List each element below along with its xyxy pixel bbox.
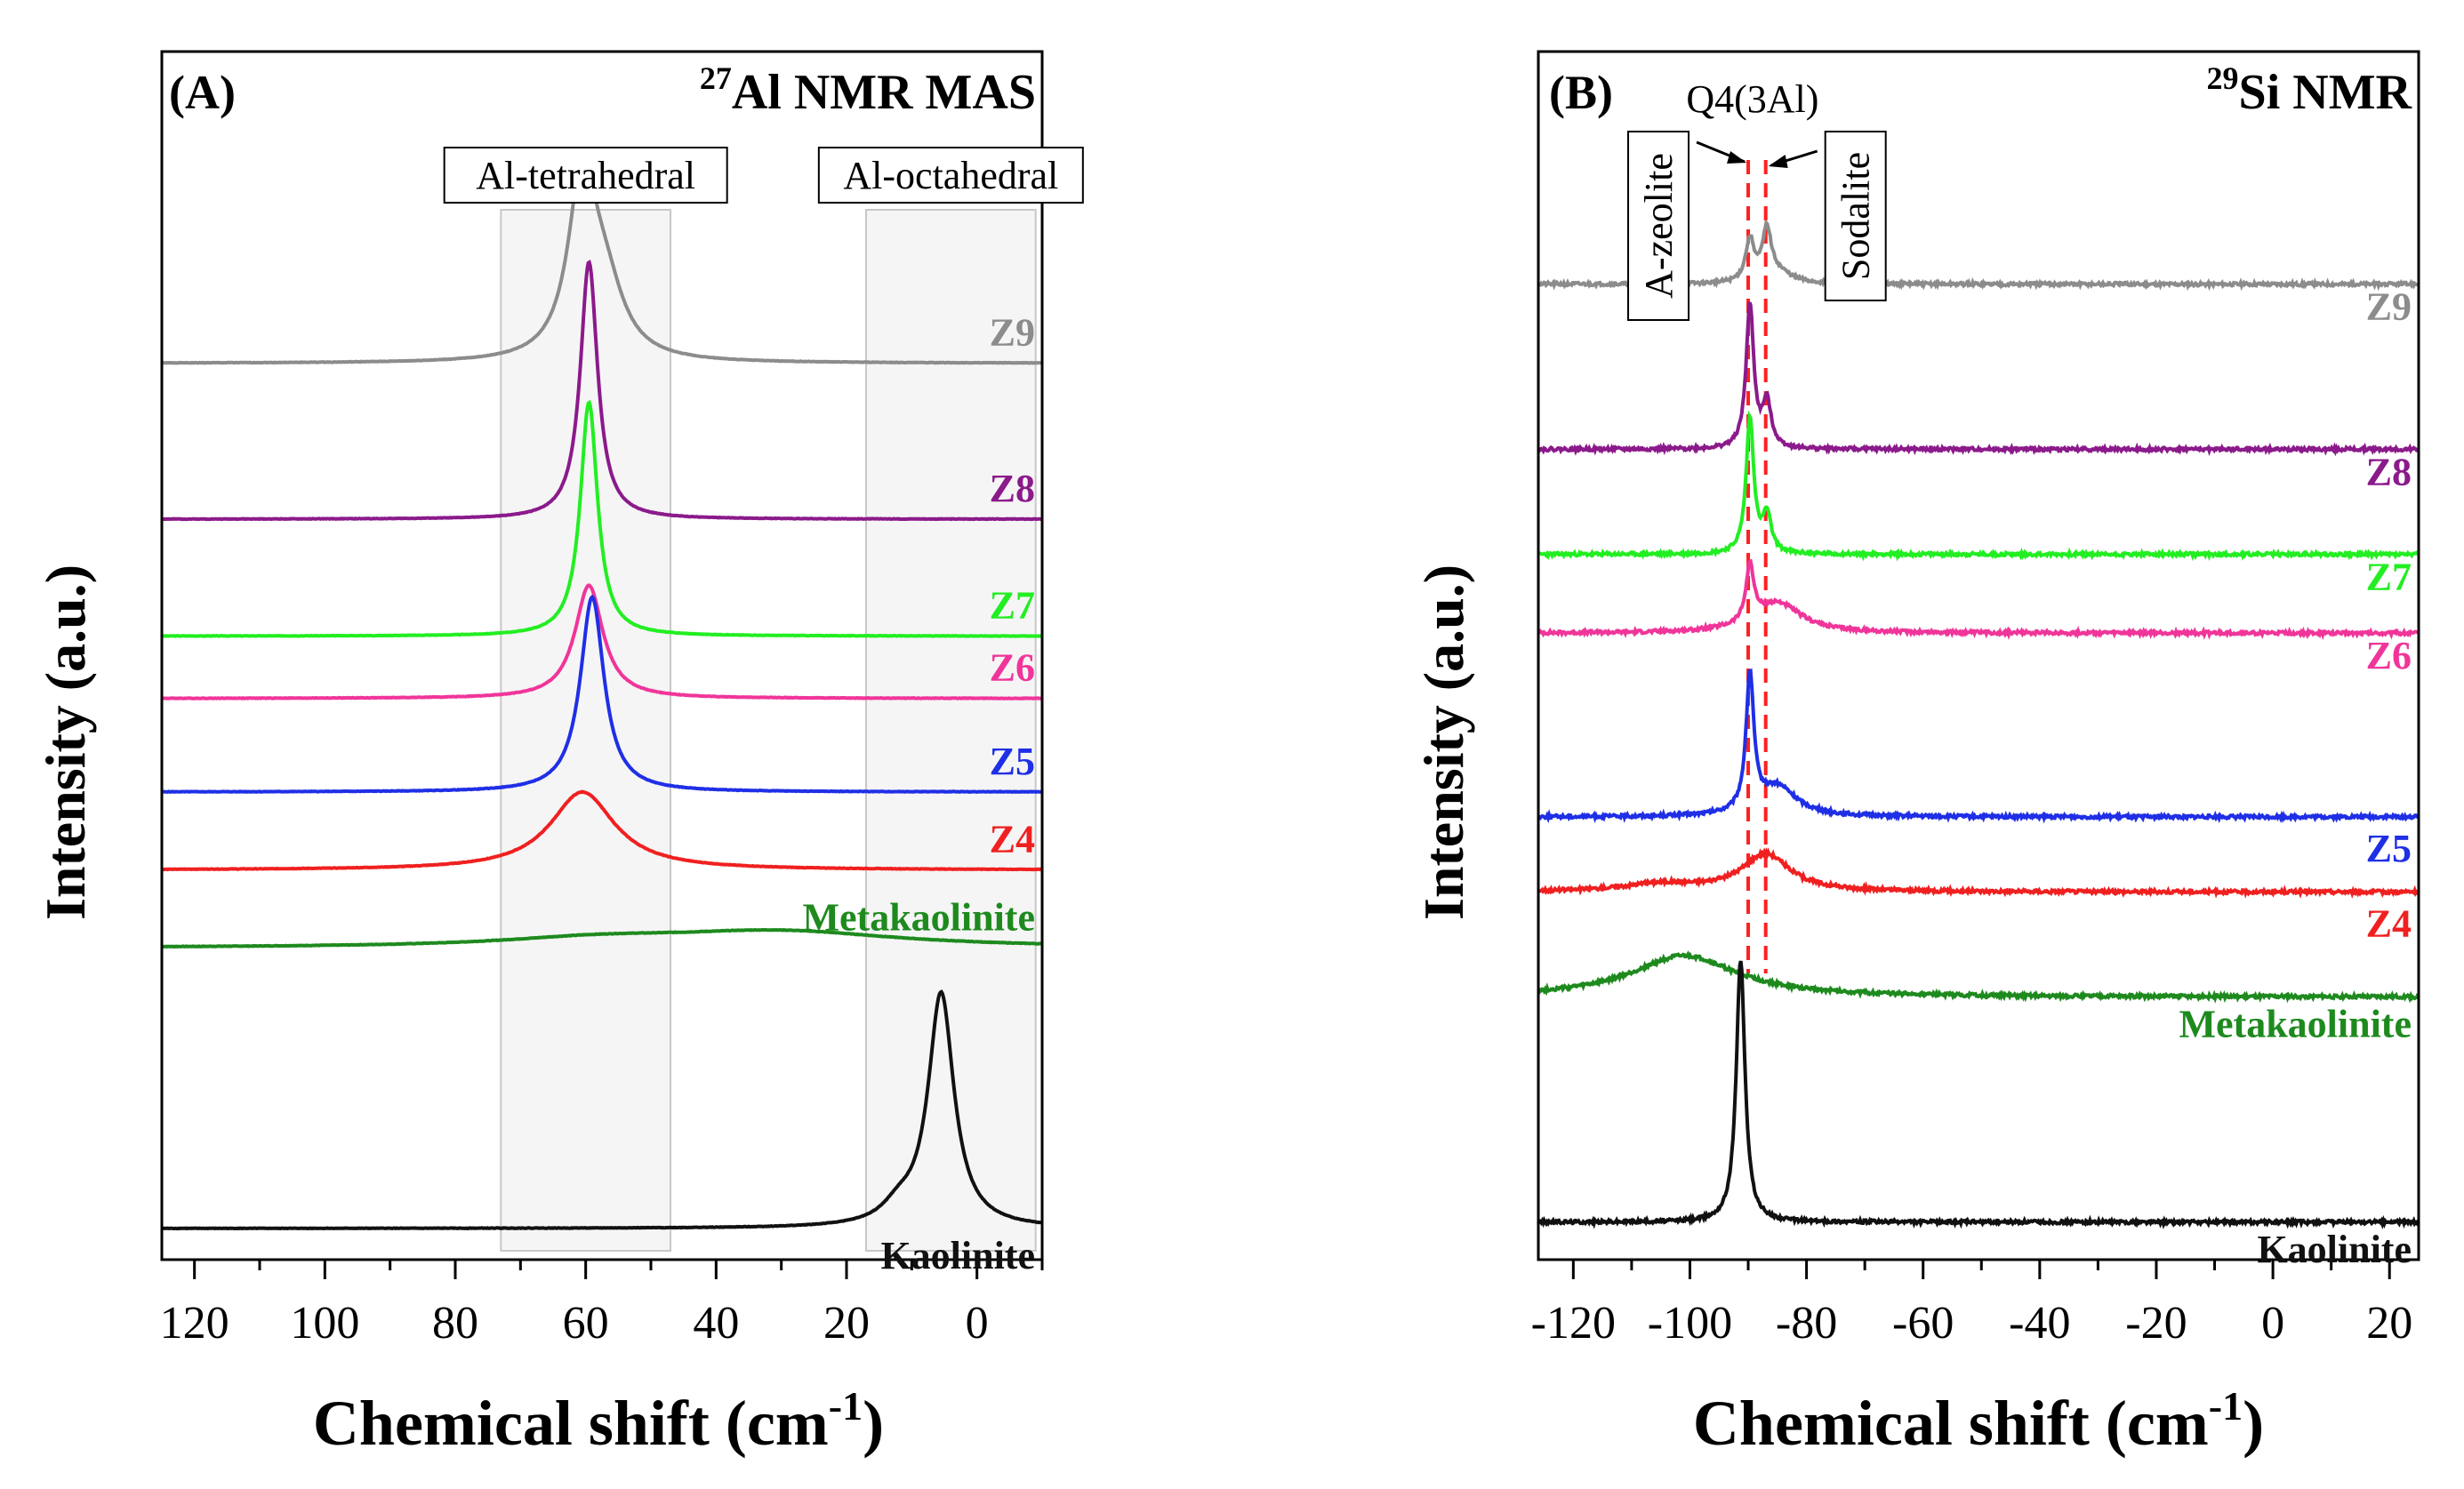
series-line-z4 xyxy=(1537,847,2420,899)
panel-b: -120 -100 -80 -60 -40 -20 0 20 Z9 Z8 Z7 Z6 Z5 Z4 Meta… xyxy=(1412,50,2420,1459)
x-tick-label: -100 xyxy=(1648,1298,1732,1349)
panel-b-annotations: A-zeolite Sodalite Q4(3Al) xyxy=(1627,77,1887,321)
a-zeolite-label: A-zeolite xyxy=(1637,153,1681,299)
panel-b-y-axis-title: Intensity (a.u.) xyxy=(1412,564,1475,920)
x-tick-label: -120 xyxy=(1531,1298,1616,1349)
panel-a-x-ticks: 120 100 80 60 40 20 0 xyxy=(160,1260,1044,1349)
series-label-kaolinite: Kaolinite xyxy=(2257,1228,2412,1271)
series-line-kaolinite xyxy=(161,989,1042,1231)
x-tick-label: -60 xyxy=(1892,1298,1954,1349)
series-label-z6: Z6 xyxy=(2366,634,2412,677)
panel-a-plot-frame xyxy=(160,50,1044,1261)
q4-3al-label: Q4(3Al) xyxy=(1686,77,1818,121)
series-line-z8 xyxy=(1537,301,2420,457)
sodalite-label: Sodalite xyxy=(1834,152,1878,280)
x-tick-label: 0 xyxy=(966,1298,989,1349)
x-tick-label: 0 xyxy=(2261,1298,2284,1349)
x-tick-label: 40 xyxy=(693,1298,739,1349)
panel-b-series-labels: Z9 Z8 Z7 Z6 Z5 Z4 Metakaolinite Kaolinite xyxy=(2179,285,2412,1271)
series-line-z5 xyxy=(161,594,1043,794)
panel-b-plot-frame xyxy=(1537,50,2420,1261)
panel-b-tag: (B) xyxy=(1549,66,1613,119)
series-line-z4 xyxy=(161,789,1043,872)
panel-b-x-ticks: -120 -100 -80 -60 -40 -20 0 20 xyxy=(1531,1260,2412,1349)
series-label-z8: Z8 xyxy=(2366,450,2412,493)
panel-b-series xyxy=(1537,219,2420,1230)
series-label-z4: Z4 xyxy=(990,818,1035,861)
panel-a-title: 27Al NMR MAS xyxy=(700,60,1036,120)
series-line-z9 xyxy=(161,149,1043,365)
arrowhead-a-zeolite xyxy=(1727,151,1747,164)
series-line-z7 xyxy=(161,399,1043,638)
region-box xyxy=(500,209,671,1252)
x-tick-label: 20 xyxy=(2366,1298,2412,1349)
series-label-z7: Z7 xyxy=(2366,556,2412,599)
panel-b-x-axis-title: Chemical shift (cm-1) xyxy=(1693,1383,2264,1459)
arrowhead-sodalite xyxy=(1768,155,1788,168)
series-label-z5: Z5 xyxy=(2366,827,2412,870)
series-line-metakaolinite xyxy=(161,927,1043,949)
panel-a-series xyxy=(161,149,1043,1231)
series-label-z4: Z4 xyxy=(2366,901,2412,945)
series-label-z9: Z9 xyxy=(2366,285,2412,329)
series-line-metakaolinite xyxy=(1537,950,2420,1004)
series-line-kaolinite xyxy=(1537,960,2420,1230)
series-line-z8 xyxy=(161,259,1043,522)
series-line-z6 xyxy=(161,583,1043,700)
series-label-z8: Z8 xyxy=(990,467,1035,510)
series-label-kaolinite: Kaolinite xyxy=(880,1234,1035,1277)
panel-b-title: 29Si NMR xyxy=(2207,60,2412,120)
series-label-z7: Z7 xyxy=(990,584,1035,628)
series-label-z6: Z6 xyxy=(990,646,1035,690)
panel-a-tag: (A) xyxy=(169,66,236,119)
series-line-z5 xyxy=(1537,668,2420,824)
sodalite-label-box xyxy=(1824,131,1887,301)
series-line-z6 xyxy=(1537,558,2420,641)
x-tick-label: 20 xyxy=(823,1298,870,1349)
panel-a-region-boxes xyxy=(500,209,1037,1252)
a-zeolite-label-box xyxy=(1627,131,1690,321)
x-tick-label: -80 xyxy=(1776,1298,1837,1349)
series-label-metakaolinite: Metakaolinite xyxy=(802,895,1035,939)
x-tick-label: -40 xyxy=(2009,1298,2070,1349)
x-tick-label: -20 xyxy=(2125,1298,2187,1349)
region-label-box xyxy=(443,147,728,204)
panel-a-x-axis-title: Chemical shift (cm-1) xyxy=(313,1383,884,1459)
series-label-z5: Z5 xyxy=(990,740,1035,783)
series-label-z9: Z9 xyxy=(990,311,1035,355)
region-label: Al-tetrahedral xyxy=(476,154,695,197)
x-tick-label: 100 xyxy=(290,1298,359,1349)
x-tick-label: 80 xyxy=(432,1298,478,1349)
panel-a-region-labels: Al-tetrahedral Al-octahedral xyxy=(443,147,1084,204)
panel-a: 120 100 80 60 40 20 0 Z9 Z8 Z7 Z6 Z5 Z4 Metakaolinit… xyxy=(34,50,1084,1459)
series-label-metakaolinite: Metakaolinite xyxy=(2179,1003,2412,1046)
panel-a-series-labels: Z9 Z8 Z7 Z6 Z5 Z4 Metakaolinite Kaolinite xyxy=(802,311,1035,1277)
x-tick-label: 60 xyxy=(563,1298,609,1349)
region-label: Al-octahedral xyxy=(843,154,1058,197)
region-label-box xyxy=(817,147,1084,204)
panel-a-y-axis-title: Intensity (a.u.) xyxy=(34,564,97,920)
x-tick-label: 120 xyxy=(160,1298,229,1349)
region-box xyxy=(865,209,1037,1252)
series-line-z7 xyxy=(1537,410,2420,562)
